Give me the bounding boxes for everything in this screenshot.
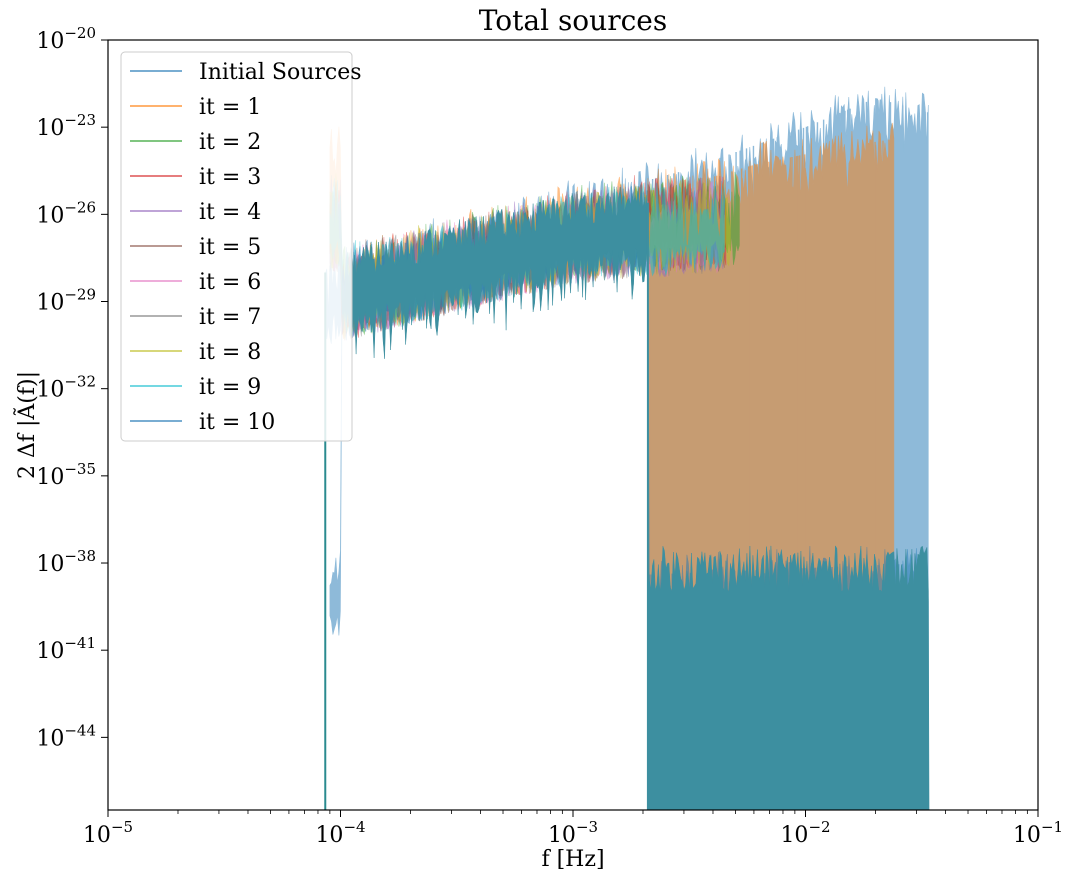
y-axis-label: 2 Δf |Ã(f)| (12, 371, 40, 479)
y-tick-label: 10−38 (36, 547, 96, 577)
legend-label: it = 7 (199, 305, 261, 330)
legend-label: it = 6 (199, 270, 261, 295)
legend-label: it = 8 (199, 340, 261, 365)
legend-label: it = 9 (199, 375, 261, 400)
legend-label: it = 10 (199, 410, 275, 435)
x-tick-label: 10−1 (1013, 818, 1063, 848)
axis-ticks: 10−5 10−4 10−3 10−2 10−1 10−20 10−23 10−26 10−29… (36, 24, 1063, 848)
y-tick-label: 10−26 (36, 198, 96, 228)
x-axis-label: f [Hz] (541, 847, 604, 872)
plot-area (324, 86, 930, 811)
legend: Initial Sources it = 1 it = 2 it = 3 it = 4 i… (120, 51, 362, 442)
x-tick-label: 10−4 (315, 818, 365, 848)
legend-label: it = 1 (199, 95, 261, 120)
legend-box (120, 51, 353, 442)
y-tick-label: 10−20 (36, 24, 96, 54)
y-tick-label: 10−35 (36, 460, 96, 490)
y-tick-label: 10−23 (36, 111, 96, 141)
series-band (647, 545, 930, 811)
y-tick-label: 10−44 (36, 721, 96, 751)
x-tick-label: 10−2 (780, 818, 830, 848)
legend-label: it = 2 (199, 130, 261, 155)
y-tick-label: 10−32 (36, 373, 96, 403)
legend-label: it = 4 (199, 200, 261, 225)
chart-title: Total sources (479, 4, 667, 37)
legend-label: Initial Sources (199, 60, 362, 85)
legend-label: it = 3 (199, 165, 261, 190)
y-tick-label: 10−41 (36, 634, 96, 664)
y-tick-label: 10−29 (36, 286, 96, 316)
x-tick-label: 10−5 (83, 818, 133, 848)
legend-label: it = 5 (199, 235, 261, 260)
x-tick-label: 10−3 (548, 818, 598, 848)
series-line-final (349, 184, 930, 811)
